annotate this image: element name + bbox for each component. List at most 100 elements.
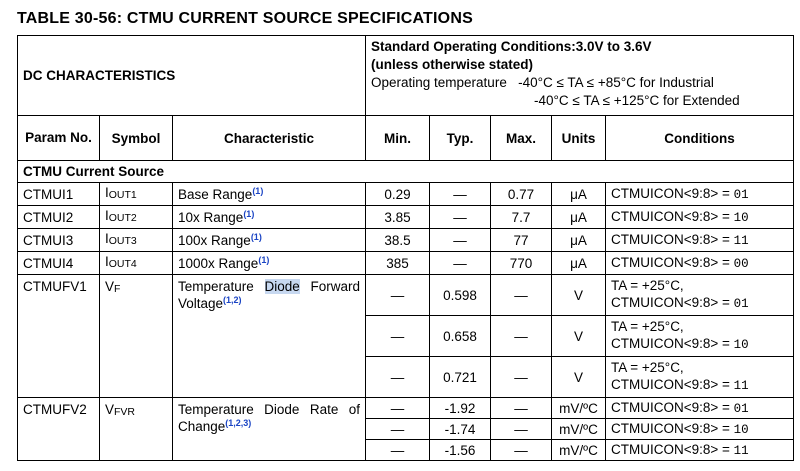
symbol: IOUT1 — [99, 182, 173, 206]
units-value: μA — [551, 251, 606, 275]
highlighted-text: Diode — [264, 279, 300, 294]
col-param-no: Param No. — [17, 115, 100, 161]
std-line2: (unless otherwise stated) — [371, 57, 534, 72]
symbol: IOUT2 — [99, 205, 173, 229]
conditions-value: CTMUICON<9:8> = 01 — [605, 182, 794, 206]
op-temp-line: Operating temperature -40°C ≤ TA ≤ +85°C… — [371, 74, 788, 92]
typ-value: 0.598 — [429, 274, 491, 316]
standard-conditions: Standard Operating Conditions:3.0V to 3.… — [365, 35, 794, 116]
typ-value: -1.74 — [429, 418, 491, 440]
symbol: VF — [99, 274, 173, 398]
table-row: CTMUI1 IOUT1 Base Range(1) 0.29 — 0.77 μ… — [17, 182, 794, 206]
typ-value: 0.658 — [429, 315, 491, 357]
units-value: V — [551, 356, 606, 398]
units-value: μA — [551, 228, 606, 252]
table-row: CTMUI4 IOUT4 1000x Range(1) 385 — 770 μA… — [17, 251, 794, 275]
note-ref: (1) — [250, 231, 262, 242]
col-min: Min. — [365, 115, 430, 161]
section-label: CTMU Current Source — [17, 160, 794, 183]
min-value: — — [365, 397, 430, 419]
note-ref: (1,2) — [223, 295, 242, 305]
param-no: CTMUI4 — [17, 251, 100, 275]
conditions-value: TA = +25°C, CTMUICON<9:8> = 01 — [605, 274, 794, 316]
op-temp-industrial: -40°C ≤ TA ≤ +85°C for Industrial — [518, 75, 714, 90]
conditions-value: TA = +25°C, CTMUICON<9:8> = 11 — [605, 356, 794, 398]
min-value: — — [365, 418, 430, 440]
characteristic: 10x Range(1) — [172, 205, 366, 229]
section-row: CTMU Current Source — [17, 160, 794, 183]
typ-value: -1.92 — [429, 397, 491, 419]
units-value: mV/ºC — [551, 397, 606, 419]
note-ref: (1,2,3) — [225, 418, 252, 428]
spec-table: DC CHARACTERISTICS Standard Operating Co… — [17, 35, 794, 461]
typ-value: — — [429, 205, 491, 229]
typ-value: 0.721 — [429, 356, 491, 398]
dc-characteristics-label: DC CHARACTERISTICS — [17, 35, 366, 116]
table-title: TABLE 30-56: CTMU CURRENT SOURCE SPECIFI… — [17, 10, 473, 27]
param-no: CTMUFV2 — [17, 397, 100, 461]
symbol: IOUT3 — [99, 228, 173, 252]
col-characteristic: Characteristic — [172, 115, 366, 161]
characteristic: Temperature Diode Rate of Change(1,2,3) — [172, 397, 366, 461]
typ-value: -1.56 — [429, 439, 491, 461]
units-value: V — [551, 274, 606, 316]
note-ref: (1) — [243, 208, 255, 219]
max-value: 77 — [490, 228, 552, 252]
param-no: CTMUI1 — [17, 182, 100, 206]
note-ref: (1) — [258, 254, 270, 265]
param-no: CTMUFV1 — [17, 274, 100, 398]
min-value: — — [365, 315, 430, 357]
conditions-value: TA = +25°C, CTMUICON<9:8> = 10 — [605, 315, 794, 357]
col-units: Units — [551, 115, 606, 161]
max-value: — — [490, 356, 552, 398]
characteristic: 100x Range(1) — [172, 228, 366, 252]
max-value: — — [490, 397, 552, 419]
conditions-value: CTMUICON<9:8> = 01 — [605, 397, 794, 419]
max-value: — — [490, 315, 552, 357]
characteristic: Temperature Diode Forward Voltage(1,2) — [172, 274, 366, 398]
min-value: — — [365, 439, 430, 461]
max-value: 770 — [490, 251, 552, 275]
min-value: — — [365, 356, 430, 398]
units-value: mV/ºC — [551, 439, 606, 461]
conditions-value: CTMUICON<9:8> = 11 — [605, 228, 794, 252]
col-conditions: Conditions — [605, 115, 794, 161]
min-value: — — [365, 274, 430, 316]
max-value: 0.77 — [490, 182, 552, 206]
typ-value: — — [429, 251, 491, 275]
op-temp-label: Operating temperature — [371, 75, 507, 90]
min-value: 385 — [365, 251, 430, 275]
col-max: Max. — [490, 115, 552, 161]
col-typ: Typ. — [429, 115, 491, 161]
units-value: V — [551, 315, 606, 357]
max-value: 7.7 — [490, 205, 552, 229]
param-no: CTMUI2 — [17, 205, 100, 229]
typ-value: — — [429, 182, 491, 206]
table-row: CTMUI2 IOUT2 10x Range(1) 3.85 — 7.7 μA … — [17, 205, 794, 229]
table-row: — -1.56 — mV/ºC CTMUICON<9:8> = 11 — [18, 439, 794, 461]
min-value: 3.85 — [365, 205, 430, 229]
conditions-value: CTMUICON<9:8> = 10 — [605, 205, 794, 229]
col-symbol: Symbol — [99, 115, 173, 161]
conditions-value: CTMUICON<9:8> = 00 — [605, 251, 794, 275]
typ-value: — — [429, 228, 491, 252]
min-value: 38.5 — [365, 228, 430, 252]
units-value: mV/ºC — [551, 418, 606, 440]
symbol: IOUT4 — [99, 251, 173, 275]
max-value: — — [490, 274, 552, 316]
note-ref: (1) — [252, 185, 264, 196]
table-row: CTMUFV2 VFVR Temperature Diode Rate of C… — [17, 397, 794, 461]
units-value: μA — [551, 205, 606, 229]
characteristic: 1000x Range(1) — [172, 251, 366, 275]
table-row: CTMUFV1 VF Temperature Diode Forward Vol… — [17, 274, 794, 398]
max-value: — — [490, 418, 552, 440]
characteristic: Base Range(1) — [172, 182, 366, 206]
std-line1: Standard Operating Conditions:3.0V to 3.… — [371, 39, 652, 54]
table-row: — 0.658 — V TA = +25°C, CTMUICON<9:8> = 1… — [18, 315, 794, 357]
symbol: VFVR — [99, 397, 173, 461]
units-value: μA — [551, 182, 606, 206]
column-header-row: Param No. Symbol Characteristic Min. Typ… — [17, 115, 794, 161]
op-temp-extended: -40°C ≤ TA ≤ +125°C for Extended — [534, 93, 740, 108]
table-row: CTMUI3 IOUT3 100x Range(1) 38.5 — 77 μA … — [17, 228, 794, 252]
